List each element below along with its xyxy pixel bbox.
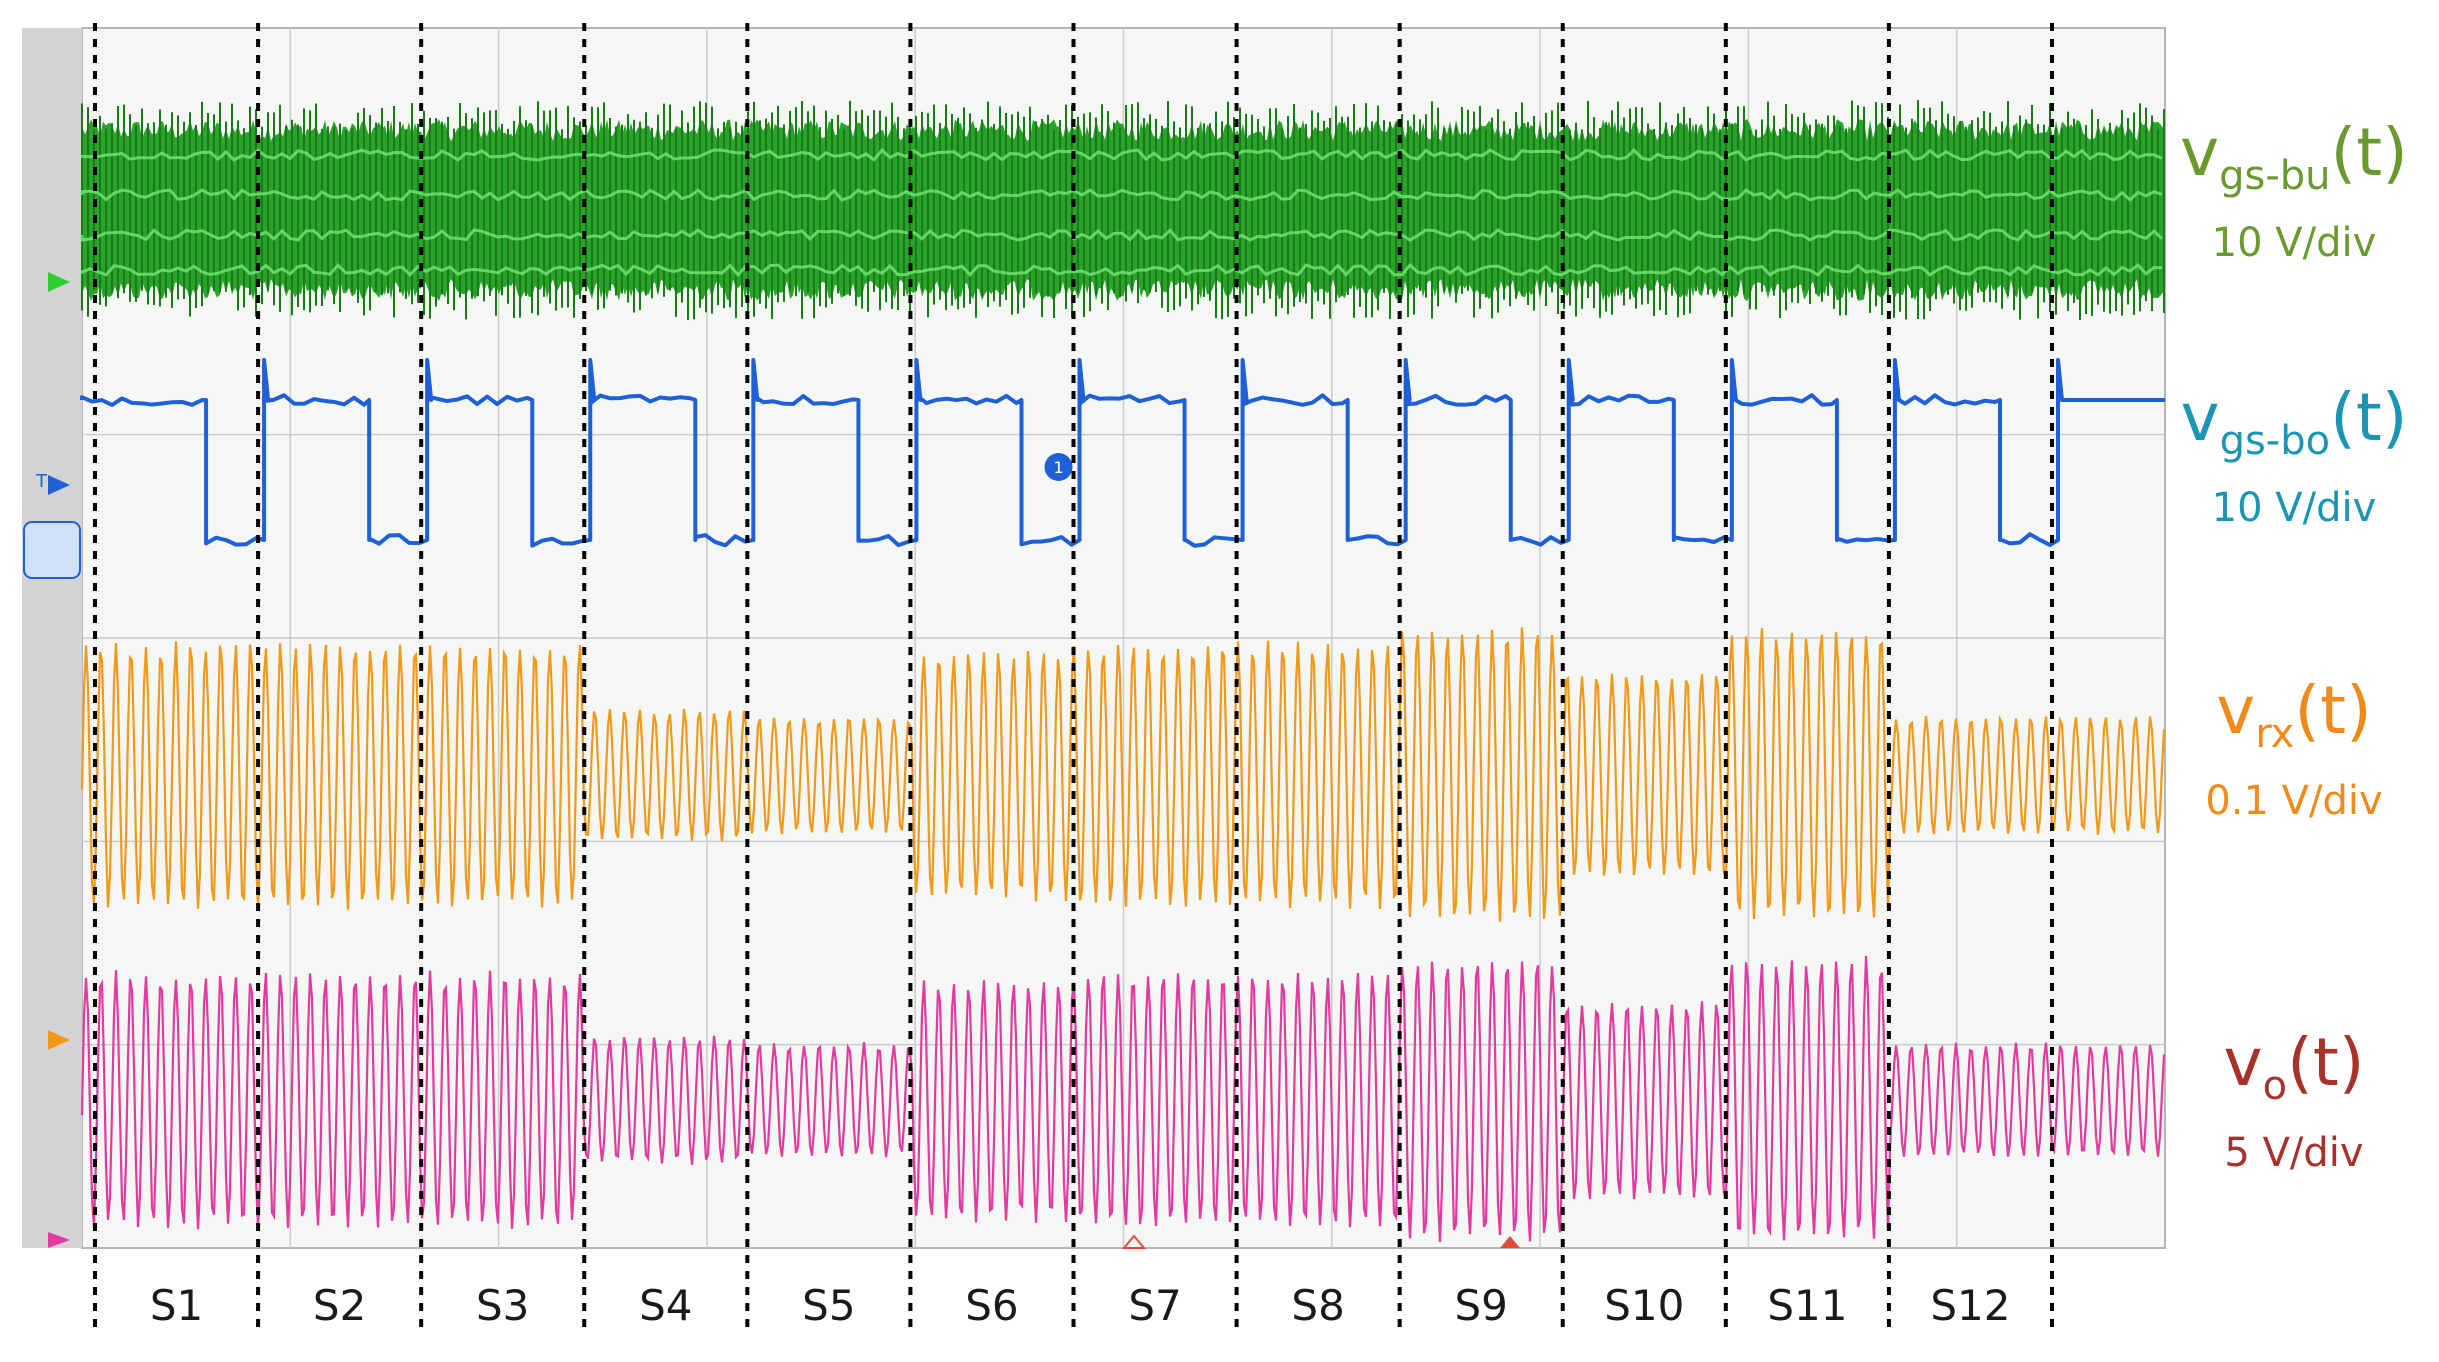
segment-label: S4: [639, 1281, 692, 1330]
vo-scale: 5 V/div: [2224, 1130, 2364, 1176]
ch1-ground-marker-icon: [48, 272, 70, 292]
vo-trace: [80, 955, 2166, 1243]
trigger-position-marker-icon: [1500, 1236, 1520, 1248]
trigger-marker-icon: [48, 475, 70, 495]
sidebar-panel: [22, 28, 82, 1248]
vgs-bo-scale: 10 V/div: [2211, 485, 2377, 531]
waveform-traces: 1: [80, 100, 2166, 1249]
vgs-bo-name: vgs-bo(t): [2180, 379, 2408, 464]
label-vgs-bu: vgs-bu(t) 10 V/div: [2169, 114, 2419, 267]
segment-dividers: [93, 23, 2054, 1335]
segment-label: S8: [1291, 1281, 1344, 1330]
vgs-bu-scale: 10 V/div: [2211, 220, 2377, 266]
vgs-bu-highlight: [80, 147, 2164, 278]
vrx-trace: [80, 627, 2166, 922]
time-ref-marker-icon: [1121, 1234, 1147, 1249]
ch2-ground-marker-icon: [23, 521, 81, 579]
vo-name: vo(t): [2223, 1024, 2365, 1109]
segment-label: S2: [313, 1281, 366, 1330]
vgs-bu-name: vgs-bu(t): [2180, 114, 2408, 199]
segment-label: S5: [802, 1281, 855, 1330]
segment-label: S9: [1455, 1281, 1508, 1330]
label-vgs-bo: vgs-bo(t) 10 V/div: [2169, 379, 2419, 532]
vgs-bu-spikes: [81, 100, 2165, 320]
segment-labels: S1 S2 S3 S4 S5 S6 S7 S8 S9 S10 S11 S12: [150, 1281, 2011, 1330]
segment-label: S12: [1930, 1281, 2010, 1330]
cursor-marker-icon: [1044, 453, 1073, 481]
segment-label: S3: [476, 1281, 529, 1330]
vrx-scale: 0.1 V/div: [2205, 778, 2383, 824]
cursor-marker-label: 1: [1054, 458, 1064, 477]
segment-label: S7: [1128, 1281, 1181, 1330]
label-vo: vo(t) 5 V/div: [2169, 1024, 2419, 1177]
segment-label: S6: [965, 1281, 1018, 1330]
segment-label: S11: [1767, 1281, 1847, 1330]
vrx-name: vrx(t): [2216, 672, 2372, 757]
channel-sidebar: T: [22, 28, 82, 1248]
segment-label: S10: [1604, 1281, 1684, 1330]
ch4-ground-marker-icon: [48, 1232, 70, 1248]
label-vrx: vrx(t) 0.1 V/div: [2169, 672, 2419, 825]
ch3-ground-marker-icon: [48, 1030, 70, 1050]
segment-label: S1: [150, 1281, 203, 1330]
vgs-bu-trace: [82, 119, 2164, 301]
vgs-bo-trace: [80, 358, 2165, 548]
trigger-label: T: [35, 471, 48, 492]
